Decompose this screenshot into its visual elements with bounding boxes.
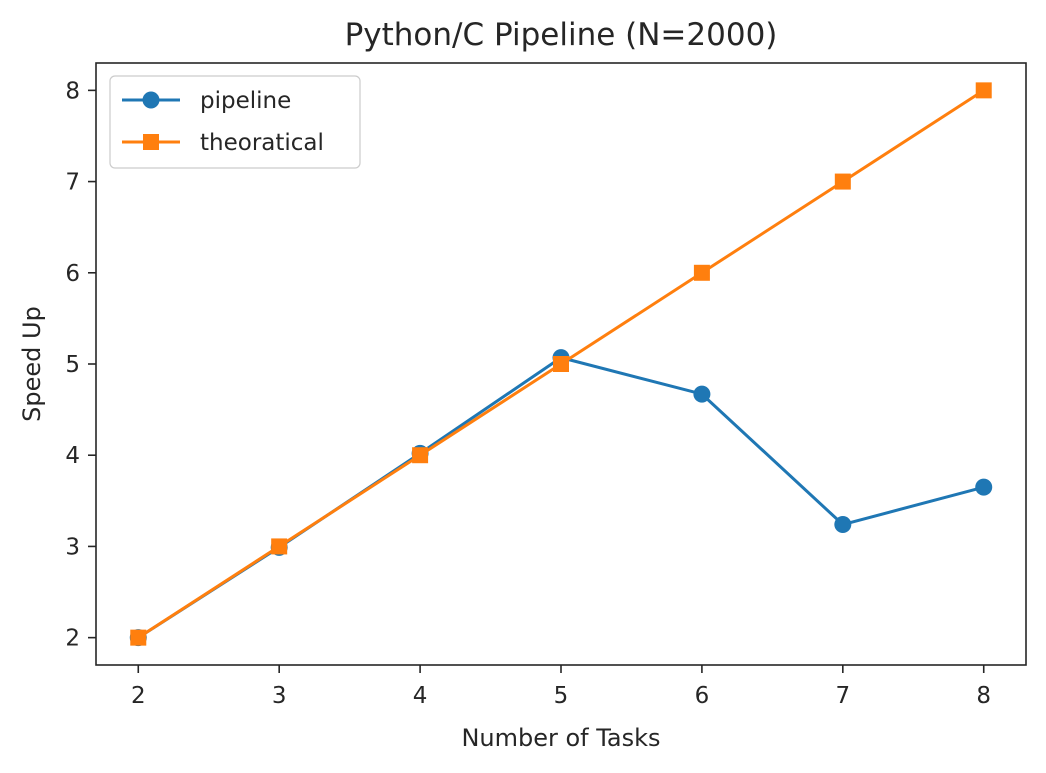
legend-label-theoratical: theoratical [200, 130, 324, 156]
x-tick-label-6: 6 [695, 683, 710, 709]
series-layer [129, 82, 993, 647]
point-theoratical-8 [975, 82, 992, 99]
x-axis-label: Number of Tasks [461, 724, 660, 752]
x-tick-label-2: 2 [131, 683, 146, 709]
point-theoratical-4 [412, 447, 429, 464]
point-theoratical-2 [130, 629, 147, 646]
y-tick-label-8: 8 [65, 78, 80, 104]
legend-marker-pipeline [142, 91, 160, 109]
point-theoratical-7 [834, 173, 851, 190]
y-tick-label-7: 7 [65, 170, 80, 196]
point-pipeline-7 [834, 516, 852, 534]
point-theoratical-5 [553, 356, 569, 372]
x-axis: 2 3 4 5 6 7 8 [131, 665, 991, 709]
y-tick-label-2: 2 [65, 626, 80, 652]
x-tick-label-4: 4 [413, 683, 428, 709]
point-pipeline-8 [975, 478, 993, 496]
y-tick-label-3: 3 [65, 534, 80, 560]
legend: pipeline theoratical [109, 75, 361, 169]
y-tick-label-5: 5 [65, 352, 80, 378]
point-theoratical-3 [271, 538, 288, 555]
x-tick-label-8: 8 [976, 683, 991, 709]
x-tick-label-7: 7 [835, 683, 850, 709]
point-pipeline-6 [693, 385, 711, 403]
point-theoratical-6 [693, 264, 710, 281]
legend-label-pipeline: pipeline [200, 88, 291, 114]
y-tick-label-6: 6 [65, 261, 80, 287]
legend-marker-theoratical [143, 134, 159, 150]
chart-title: Python/C Pipeline (N=2000) [345, 17, 778, 53]
y-axis: 2 3 4 5 6 7 8 [65, 78, 96, 652]
y-tick-label-4: 4 [65, 443, 80, 469]
y-axis-label: Speed Up [18, 306, 46, 422]
x-tick-label-5: 5 [554, 683, 569, 709]
x-tick-label-3: 3 [272, 683, 287, 709]
